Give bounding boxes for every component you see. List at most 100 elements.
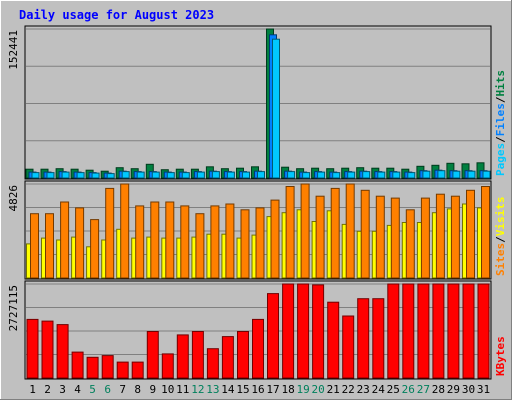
bar-kbytes-day-10 [161,353,174,379]
panels: 152441 Pages/Files/Hits 4826 Sites/Visits 27… [7,25,507,380]
bar-pages-day-8 [136,171,145,179]
day-label-10: 10 [161,383,174,396]
bar-pages-day-23 [362,171,371,179]
bar-sites-day-25 [390,197,400,279]
bar-kbytes-day-17 [267,293,279,379]
bar-pages-day-29 [452,170,461,179]
bar-sites-day-27 [420,197,430,279]
day-label-27: 27 [417,383,430,396]
day-label-29: 29 [447,383,460,396]
series-pages [31,38,491,179]
bar-sites-day-28 [435,193,445,279]
panel-3: 2727115 KBytes [7,280,507,380]
max-value-label: 4826 [7,185,20,212]
max-value-label: 2727115 [7,285,20,331]
bar-sites-day-5 [90,219,100,279]
legend-kbytes: KBytes [494,336,507,376]
bar-sites-day-7 [120,183,130,279]
bar-kbytes-day-23 [357,298,370,379]
bar-pages-day-2 [46,172,55,179]
legend: Sites/Visits [494,197,507,277]
bar-sites-day-8 [135,205,145,279]
bar-sites-day-23 [360,189,370,279]
bar-kbytes-day-28 [432,283,445,379]
bar-kbytes-day-31 [477,283,490,379]
day-label-4: 4 [74,383,81,396]
day-label-25: 25 [387,383,400,396]
day-labels: 1 2 3 4 5 6 7 8 9 10 11 12 13 14 15 16 17 18 19 20 21 22 23 24 2… [29,383,490,396]
day-label-2: 2 [44,383,51,396]
bar-sites-day-12 [195,213,205,279]
panel-2: 4826 Sites/Visits [7,180,507,280]
bar-sites-day-15 [240,209,250,279]
bar-kbytes-day-9 [146,331,159,379]
bar-sites-day-16 [255,207,265,279]
bar-kbytes-day-14 [221,336,234,379]
bar-kbytes-day-27 [417,283,430,379]
bar-kbytes-day-5 [86,356,99,379]
day-label-26: 26 [402,383,415,396]
bar-sites-day-26 [405,209,415,279]
bar-sites-day-20 [315,195,325,279]
day-label-6: 6 [104,383,111,396]
legend: Pages/Files/Hits [494,70,507,176]
bar-pages-day-31 [482,170,491,179]
day-label-11: 11 [176,383,189,396]
day-label-19: 19 [296,383,309,396]
day-label-20: 20 [311,383,324,396]
bar-kbytes-day-8 [131,361,144,379]
bar-pages-day-16 [257,171,265,179]
bar-sites-day-13 [210,205,220,279]
day-label-18: 18 [281,383,294,396]
day-label-23: 23 [357,383,370,396]
day-label-31: 31 [477,383,490,396]
day-label-24: 24 [372,383,386,396]
day-label-14: 14 [221,383,235,396]
bar-sites-day-31 [481,186,490,279]
bar-pages-day-18 [287,171,296,179]
bar-kbytes-day-7 [116,361,129,379]
bar-pages-day-14 [226,171,235,179]
bar-sites-day-11 [180,205,190,279]
bar-pages-day-25 [392,171,401,179]
bar-sites-day-18 [285,186,295,279]
day-label-5: 5 [89,383,96,396]
day-label-30: 30 [462,383,475,396]
bar-kbytes-day-26 [402,283,415,379]
max-value-label: 152441 [7,30,20,70]
bar-pages-day-1 [31,172,40,179]
bar-pages-day-20 [317,171,326,179]
plot-area [24,25,492,180]
bar-kbytes-day-4 [71,351,84,379]
bar-sites-day-10 [165,201,175,279]
day-label-21: 21 [327,383,340,396]
bar-pages-day-17 [272,38,280,179]
bar-sites-day-1 [30,213,39,279]
bar-pages-day-5 [91,172,100,179]
day-label-17: 17 [266,383,279,396]
bar-sites-day-6 [105,187,115,279]
bar-sites-day-29 [450,195,460,279]
day-label-16: 16 [251,383,264,396]
legend-visits: Visits [494,197,507,237]
bar-kbytes-day-15 [237,331,249,379]
series-kbytes [26,283,490,379]
day-label-8: 8 [134,383,141,396]
legend-separator: / [494,96,507,103]
bar-kbytes-day-21 [327,301,340,379]
bar-pages-day-10 [166,172,175,179]
bar-pages-day-4 [76,172,85,179]
bar-sites-day-21 [330,187,340,279]
bar-sites-day-19 [300,183,310,279]
bar-kbytes-day-6 [101,355,114,379]
bar-kbytes-day-11 [176,334,189,379]
bar-kbytes-day-18 [282,283,295,379]
bar-pages-day-21 [332,172,341,179]
day-label-7: 7 [119,383,126,396]
bar-kbytes-day-2 [41,320,54,379]
bar-kbytes-day-20 [312,284,325,379]
bar-kbytes-day-29 [447,283,460,379]
bar-kbytes-day-22 [342,315,355,379]
bar-pages-day-27 [422,170,431,179]
